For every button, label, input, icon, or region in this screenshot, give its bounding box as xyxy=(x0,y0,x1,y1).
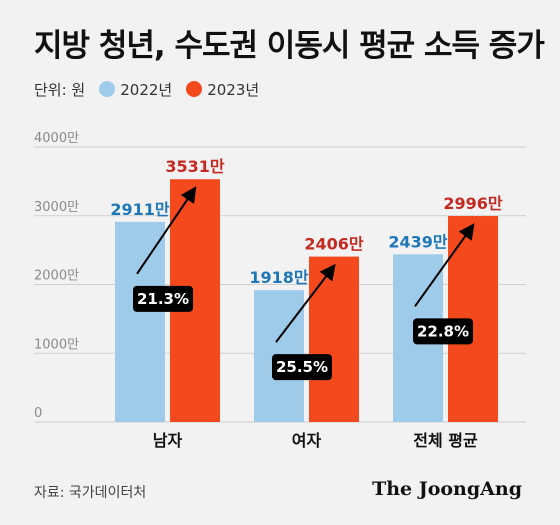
legend-swatch-2023 xyxy=(186,81,203,97)
y-tick-label: 3000만 xyxy=(34,200,79,215)
legend-label-2023: 2023년 xyxy=(207,80,260,99)
y-tick-label: 2000만 xyxy=(34,269,79,284)
unit-label: 단위: 원 xyxy=(34,80,86,99)
bar xyxy=(309,256,359,422)
bar-value-label: 2406만 xyxy=(304,235,364,254)
legend: 단위: 원 2022년 2023년 xyxy=(34,78,259,100)
source-note: 자료: 국가데이터처 xyxy=(34,485,147,501)
legend-label-2022: 2022년 xyxy=(120,80,173,99)
bar-value-label: 2911만 xyxy=(110,200,170,219)
bar-value-label: 3531만 xyxy=(165,157,225,176)
bar-value-label: 1918만 xyxy=(249,268,309,287)
bar-value-label: 2439만 xyxy=(388,232,448,251)
legend-item-2022: 2022년 xyxy=(99,79,172,100)
x-category-label: 여자 xyxy=(292,431,322,450)
growth-badge-label: 21.3% xyxy=(137,290,189,308)
growth-badge xyxy=(133,285,193,312)
y-tick-label: 0 xyxy=(34,406,42,421)
y-tick-label: 1000만 xyxy=(34,337,79,352)
y-tick-label: 4000만 xyxy=(34,131,79,146)
growth-arrow xyxy=(136,186,197,275)
growth-arrow xyxy=(414,223,475,307)
bar-value-label: 2996만 xyxy=(443,194,503,213)
x-category-label: 남자 xyxy=(153,431,183,450)
growth-arrow xyxy=(275,263,336,343)
growth-badge-label: 25.5% xyxy=(276,358,328,376)
growth-badge xyxy=(272,354,332,381)
legend-item-2023: 2023년 xyxy=(186,79,259,100)
bar xyxy=(115,221,165,422)
growth-badge-label: 22.8% xyxy=(417,322,469,340)
x-category-label: 전체 평균 xyxy=(413,431,478,450)
growth-badge xyxy=(413,318,473,345)
chart-title: 지방 청년, 수도권 이동시 평균 소득 증가 xyxy=(34,28,545,64)
brand-logo: The JoongAng xyxy=(372,478,522,500)
legend-swatch-2022 xyxy=(99,81,116,97)
